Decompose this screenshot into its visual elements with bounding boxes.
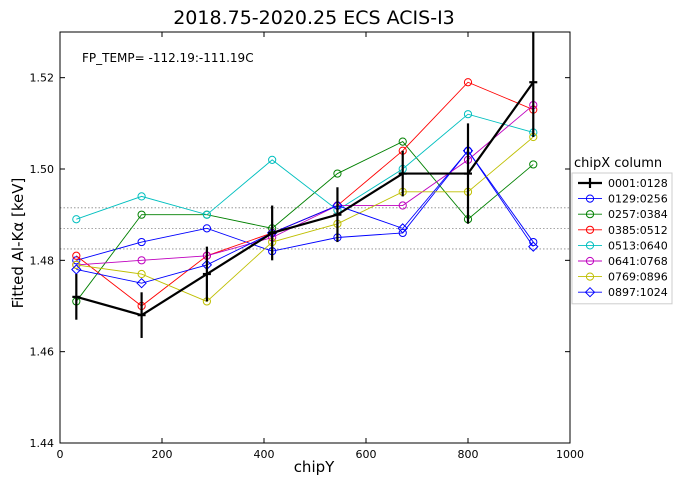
data-point-0257:0384-5 [398, 137, 407, 146]
y-tick-label-3: 1.50 [30, 163, 55, 176]
data-point-0897:1024-1 [136, 277, 147, 289]
series-line-0129:0256 [76, 149, 534, 261]
legend-label-0769:0896: 0769:0896 [608, 271, 668, 284]
legend-label-0897:1024: 0897:1024 [608, 286, 668, 299]
x-tick-label-0: 0 [57, 448, 64, 461]
data-point-0129:0256-2 [202, 224, 211, 233]
y-tick-label-0: 1.44 [30, 437, 55, 450]
y-tick-label-1: 1.46 [30, 346, 55, 359]
data-point-0257:0384-4 [333, 169, 342, 178]
data-point-0385:0512-0 [72, 251, 81, 260]
legend: chipX column 0001:0128 0129:0256 0257:0384… [571, 156, 673, 305]
x-tick-label-3: 600 [356, 448, 377, 461]
data-point-0897:1024-5 [397, 223, 408, 234]
legend-marker-0257:0384 [585, 210, 595, 219]
legend-label-0129:0256: 0129:0256 [608, 193, 668, 206]
x-axis-label: chipY [294, 458, 335, 476]
legend-label-0641:0768: 0641:0768 [608, 255, 668, 268]
data-point-0257:0384-7 [529, 160, 538, 169]
data-point-0769:0896-0 [72, 260, 81, 269]
x-tick-label-5: 1000 [556, 448, 584, 461]
series-line-0897:1024 [76, 149, 534, 284]
fp-temp-annotation: FP_TEMP= -112.19:-111.19C [82, 51, 254, 65]
x-tick-label-4: 800 [458, 448, 479, 461]
series-line-0001:0128 [76, 81, 535, 317]
x-tick-label-2: 400 [254, 448, 275, 461]
legend-marker-0641:0768 [585, 256, 595, 266]
chart-title: 2018.75-2020.25 ECS ACIS-I3 [173, 7, 455, 29]
data-point-0769:0896-1 [137, 269, 146, 279]
data-point-0385:0512-6 [463, 78, 473, 87]
data-point-0129:0256-5 [398, 228, 407, 238]
legend-marker-0129:0256 [585, 194, 595, 203]
legend-label-0513:0640: 0513:0640 [608, 239, 668, 252]
data-point-0641:0768-5 [398, 201, 407, 210]
series-line-0513:0640 [76, 113, 534, 220]
legend-title: chipX column [574, 156, 662, 171]
data-point-0513:0640-6 [463, 110, 473, 119]
data-point-0641:0768-1 [137, 256, 146, 265]
data-point-0897:1024-7 [528, 241, 539, 252]
data-point-0129:0256-1 [137, 237, 146, 247]
legend-label-0001:0128: 0001:0128 [608, 177, 668, 190]
data-point-0897:1024-0 [71, 264, 82, 275]
data-point-0129:0256-0 [72, 256, 81, 265]
data-point-0513:0640-2 [202, 210, 211, 219]
series-line-0769:0896 [76, 136, 534, 302]
legend-label-0385:0512: 0385:0512 [608, 224, 668, 237]
series-line-0257:0384 [75, 141, 534, 302]
data-point-0513:0640-0 [72, 215, 81, 224]
x-tick-label-1: 200 [152, 448, 173, 461]
series-line-0641:0768 [76, 104, 534, 266]
plot-frame [59, 31, 571, 444]
legend-marker-0769:0896 [585, 272, 595, 281]
data-point-0257:0384-1 [137, 210, 146, 219]
y-axis-label: Fitted Al-Kα [keV] [9, 178, 27, 309]
series-group [71, 32, 539, 338]
plot-area: 0 200 400 600 800 1000 1.44 1.46 1.48 1.50 1.52 [30, 31, 584, 461]
legend-marker-0513:0640 [585, 241, 595, 250]
y-tick-label-2: 1.48 [30, 254, 55, 267]
legend-marker-0385:0512 [585, 225, 595, 234]
legend-marker-0897:1024 [584, 286, 596, 298]
legend-label-0257:0384: 0257:0384 [608, 208, 668, 221]
data-point-0513:0640-1 [137, 192, 146, 201]
data-point-0513:0640-3 [268, 155, 277, 164]
y-tick-label-4: 1.52 [30, 72, 55, 85]
